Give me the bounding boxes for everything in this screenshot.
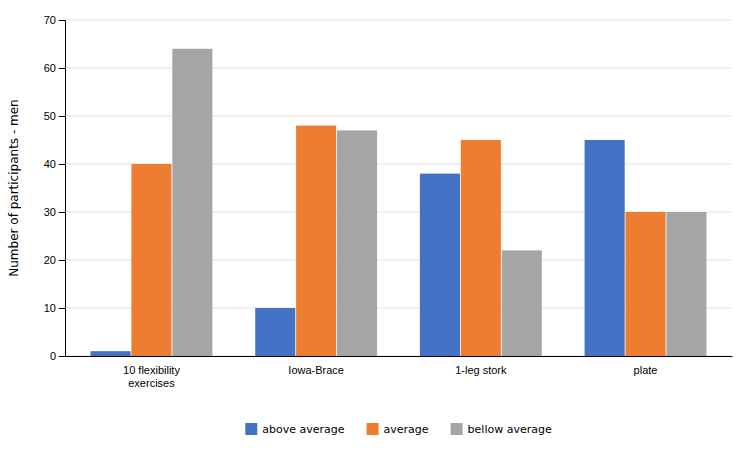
x-tick-label: 10 flexibilityexercises bbox=[123, 364, 180, 389]
bar bbox=[502, 250, 542, 356]
y-tick-label: 10 bbox=[44, 302, 56, 314]
x-tick-label-line: 10 flexibility bbox=[123, 364, 180, 376]
y-tick-label: 30 bbox=[44, 206, 56, 218]
x-tick: Iowa-Brace bbox=[288, 364, 344, 376]
grid bbox=[65, 20, 732, 356]
legend-item: average bbox=[367, 423, 429, 436]
grid-line bbox=[65, 20, 732, 21]
legend-label: average bbox=[384, 423, 429, 436]
bar bbox=[172, 49, 212, 356]
y-tick: 0 bbox=[50, 350, 65, 362]
bar bbox=[91, 351, 131, 356]
bar bbox=[461, 140, 501, 356]
y-tick-mark bbox=[59, 116, 65, 117]
x-tick-label-line: Iowa-Brace bbox=[288, 364, 344, 376]
x-tick-label: 1-leg stork bbox=[455, 364, 507, 376]
y-tick-label: 60 bbox=[44, 62, 56, 74]
y-tick-mark bbox=[59, 68, 65, 69]
legend-item: above average bbox=[245, 423, 344, 436]
bar bbox=[131, 164, 171, 356]
bar bbox=[255, 308, 295, 356]
plot: 0 10 20 30 40 50 60 70 10 flexibilityexercises Io… bbox=[44, 14, 733, 389]
y-tick-mark bbox=[59, 260, 65, 261]
legend-swatch bbox=[451, 423, 463, 435]
x-axis-line bbox=[66, 356, 733, 357]
y-tick-mark bbox=[59, 164, 65, 165]
y-tick-label: 20 bbox=[44, 254, 56, 266]
bar bbox=[337, 130, 377, 356]
bar bbox=[420, 174, 460, 356]
y-tick-mark bbox=[59, 356, 65, 357]
legend-item: bellow average bbox=[451, 423, 552, 436]
legend: above average average bellow average bbox=[245, 423, 552, 436]
y-tick-label: 40 bbox=[44, 158, 56, 170]
y-tick-mark bbox=[59, 20, 65, 21]
y-axis: 0 10 20 30 40 50 60 70 bbox=[44, 14, 66, 362]
y-tick: 50 bbox=[44, 110, 65, 122]
bar bbox=[625, 212, 665, 356]
x-tick-label: plate bbox=[634, 364, 658, 376]
chart: 0 10 20 30 40 50 60 70 10 flexibilityexercises Io… bbox=[0, 0, 752, 451]
y-tick: 20 bbox=[44, 254, 65, 266]
y-axis-line bbox=[59, 21, 66, 357]
x-tick-label-line: plate bbox=[634, 364, 658, 376]
x-tick: 1-leg stork bbox=[455, 364, 507, 376]
bar bbox=[296, 126, 336, 356]
y-tick-mark bbox=[59, 212, 65, 213]
legend-swatch bbox=[367, 423, 379, 435]
y-axis-title: Number of participants - men bbox=[7, 99, 21, 276]
x-tick: plate bbox=[634, 364, 658, 376]
grid-line bbox=[65, 68, 732, 69]
bar-series bbox=[172, 49, 706, 356]
y-tick-label: 0 bbox=[50, 350, 56, 362]
legend-label: above average bbox=[262, 423, 344, 436]
x-tick-label-line: exercises bbox=[128, 377, 175, 389]
bar bbox=[666, 212, 706, 356]
bars bbox=[91, 49, 707, 356]
grid-line bbox=[65, 116, 732, 117]
y-tick: 70 bbox=[44, 14, 65, 26]
x-axis: 10 flexibilityexercises Iowa-Brace 1-leg s… bbox=[66, 357, 733, 390]
x-tick-label: Iowa-Brace bbox=[288, 364, 344, 376]
y-tick: 10 bbox=[44, 302, 65, 314]
y-tick: 30 bbox=[44, 206, 65, 218]
legend-swatch bbox=[245, 423, 257, 435]
x-tick-label-line: 1-leg stork bbox=[455, 364, 507, 376]
y-tick-mark bbox=[59, 308, 65, 309]
y-tick: 60 bbox=[44, 62, 65, 74]
y-tick: 40 bbox=[44, 158, 65, 170]
legend-label: bellow average bbox=[468, 423, 552, 436]
bar bbox=[585, 140, 625, 356]
y-tick-label: 70 bbox=[44, 14, 56, 26]
x-tick: 10 flexibilityexercises bbox=[123, 364, 180, 389]
y-tick-label: 50 bbox=[44, 110, 56, 122]
